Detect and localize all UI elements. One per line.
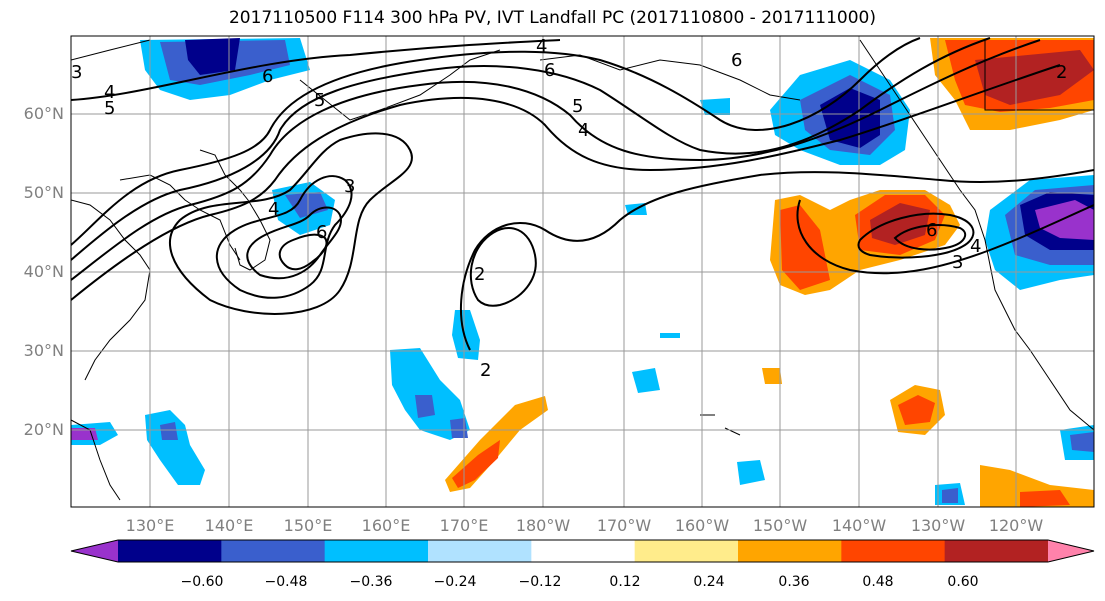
contour-label: 5 <box>572 96 583 117</box>
contour-label: 4 <box>268 199 279 220</box>
colorbar-extend-high <box>1048 540 1094 562</box>
lon-label: 160°W <box>674 516 730 535</box>
lat-label: 60°N <box>23 104 64 123</box>
colorbar-segment <box>428 540 532 562</box>
colorbar-tick-label: 0.60 <box>947 574 979 590</box>
colorbar-segment <box>221 540 326 562</box>
lat-label: 40°N <box>23 262 64 281</box>
colorbar <box>70 539 1095 563</box>
contour-label-group: 3 4 5 6 4 6 5 4 3 6 2 2 4 5 6 2 3 4 6 <box>71 36 1067 381</box>
contour-label: 3 <box>344 176 355 197</box>
colorbar-segment <box>738 540 842 562</box>
colorbar-tick-label: −0.36 <box>349 574 393 590</box>
colorbar-tick-label: −0.12 <box>518 574 562 590</box>
contour-label: 4 <box>578 120 589 141</box>
lon-label: 170°E <box>439 516 489 535</box>
contour-label: 5 <box>314 90 325 111</box>
map-panel: 3 4 5 6 4 6 5 4 3 6 2 2 4 5 6 2 3 4 6 <box>71 36 1094 507</box>
contour-label: 3 <box>952 252 963 273</box>
colorbar-tick-label: −0.24 <box>433 574 477 590</box>
colorbar-outline <box>70 539 1095 563</box>
colorbar-tick-label: 0.24 <box>693 574 725 590</box>
gridlines <box>71 36 1094 507</box>
colorbar-segment <box>634 540 739 562</box>
contour-label: 6 <box>262 66 273 87</box>
lon-label: 120°W <box>988 516 1044 535</box>
colorbar-tick-label: 0.48 <box>862 574 894 590</box>
lon-label: 180°W <box>515 516 571 535</box>
lat-label: 50°N <box>23 183 64 202</box>
contour-label: 6 <box>316 222 327 243</box>
lon-label: 130°W <box>910 516 966 535</box>
colorbar-tick-label: 0.36 <box>778 574 810 590</box>
contour-label: 2 <box>474 264 485 285</box>
lon-label: 140°W <box>831 516 887 535</box>
colorbar-segment <box>841 540 946 562</box>
pv-contours <box>71 37 1094 351</box>
contour-label: 5 <box>104 98 115 119</box>
lon-label: 130°E <box>125 516 175 535</box>
colorbar-segment <box>531 540 636 562</box>
lon-label: 160°E <box>361 516 411 535</box>
contour-label: 6 <box>926 220 937 241</box>
colorbar-segment <box>118 540 222 562</box>
contour-label: 6 <box>731 50 742 71</box>
contour-label: 3 <box>71 62 82 83</box>
colorbar-extend-low <box>71 540 118 562</box>
contour-label: 6 <box>544 60 555 81</box>
map-title: 2017110500 F114 300 hPa PV, IVT Landfall… <box>228 8 876 28</box>
colorbar-segment <box>324 540 429 562</box>
colorbar-segment <box>944 540 1049 562</box>
lon-label: 170°W <box>596 516 652 535</box>
colorbar-tick-label: 0.12 <box>609 574 641 590</box>
contour-label: 4 <box>104 82 115 103</box>
colorbar-tick-label: −0.48 <box>264 574 308 590</box>
contour-label: 4 <box>970 236 981 257</box>
map-frame <box>70 35 1095 508</box>
lon-label: 150°W <box>752 516 808 535</box>
lat-label: 20°N <box>23 420 64 439</box>
lon-label: 140°E <box>204 516 254 535</box>
lat-label: 30°N <box>23 341 64 360</box>
contour-label: 2 <box>1056 62 1067 83</box>
contour-label: 2 <box>480 360 491 381</box>
lon-label: 150°E <box>283 516 333 535</box>
colorbar-tick-label: −0.60 <box>180 574 224 590</box>
contour-label: 4 <box>536 36 547 57</box>
